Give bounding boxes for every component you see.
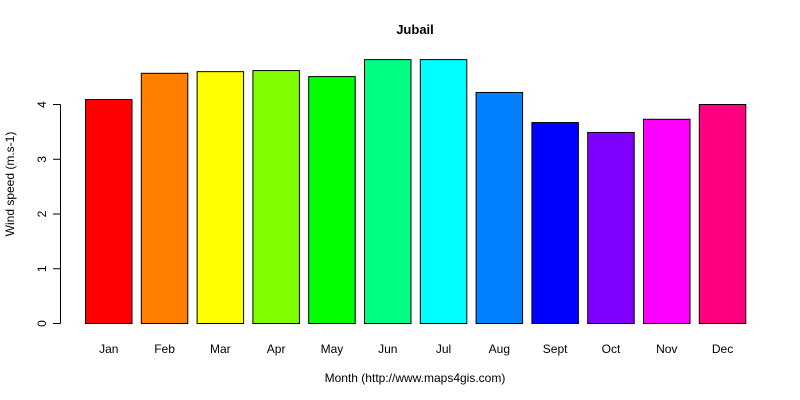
x-tick-label: Sept [543,342,568,356]
x-tick-label: Feb [154,342,175,356]
x-tick-label: Jun [378,342,397,356]
bar-sept [531,122,579,324]
bar-jul [419,59,468,324]
y-tick-label: 4 [35,101,49,108]
x-tick-label: Apr [267,342,286,356]
bar-dec [698,104,747,324]
bar-oct [587,131,635,324]
x-tick-label: Aug [489,342,510,356]
x-tick-label: Jul [436,342,451,356]
y-tick-label: 2 [35,210,49,217]
x-tick-label: Oct [602,342,621,356]
y-tick-label: 1 [35,265,49,272]
x-tick-label: May [321,342,344,356]
y-tick-label: 3 [35,156,49,163]
y-tick-label: 0 [35,320,49,327]
bar-nov [643,118,691,324]
bar-jan [85,99,133,325]
x-tick-label: Dec [712,342,733,356]
bar-aug [475,91,524,324]
bar-may [308,76,356,324]
chart-title: Jubail [396,22,434,37]
bar-jun [364,59,412,324]
bar-mar [196,71,245,325]
bar-feb [140,72,189,325]
x-axis-label: Month (http://www.maps4gis.com) [324,371,506,385]
x-tick-label: Mar [210,342,231,356]
x-tick-label: Jan [99,342,118,356]
x-tick-label: Nov [656,342,677,356]
bar-apr [252,70,300,325]
